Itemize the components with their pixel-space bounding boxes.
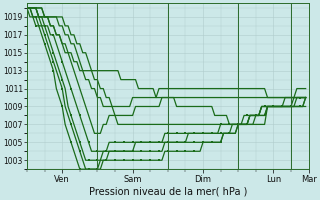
X-axis label: Pression niveau de la mer( hPa ): Pression niveau de la mer( hPa ) [89, 187, 247, 197]
